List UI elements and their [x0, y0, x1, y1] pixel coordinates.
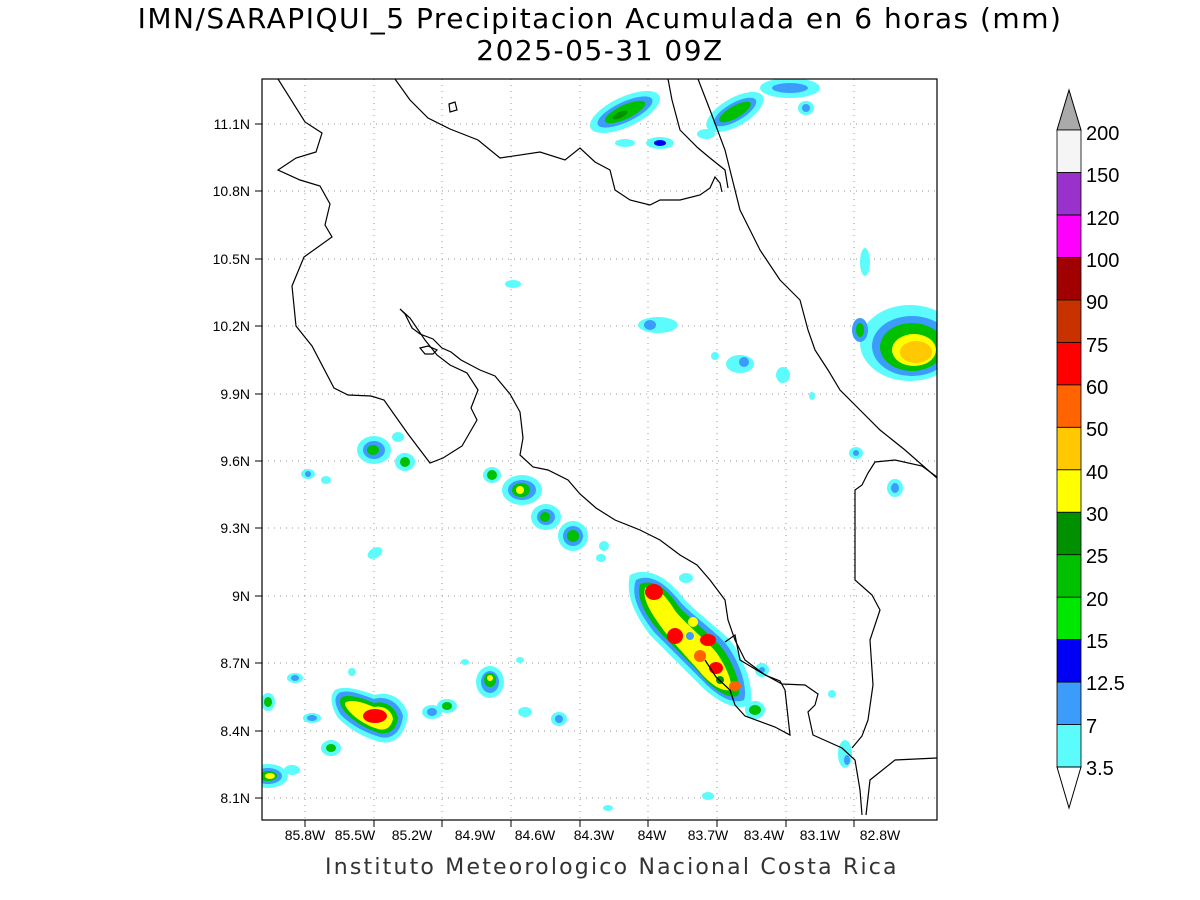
colorbar-segments [1056, 129, 1082, 768]
lat-tick-label: 10.5N [213, 251, 250, 267]
precip-cell-nicoya [301, 432, 415, 559]
colorbar-label: 12.5 [1086, 673, 1125, 695]
precip-cell-osa [628, 571, 836, 719]
lon-tick-label: 82.8W [860, 827, 901, 843]
lon-tick-label: 83.1W [800, 827, 841, 843]
colorbar-label: 200 [1086, 123, 1119, 145]
colorbar-segment [1056, 639, 1082, 683]
lat-tick-label: 9.3N [220, 520, 250, 536]
lat-tick-label: 10.2N [213, 318, 250, 334]
lat-tick-label: 8.7N [220, 655, 250, 671]
colorbar-top-arrow [1056, 88, 1082, 131]
colorbar-segment [1056, 724, 1082, 768]
coastlines [276, 79, 937, 816]
lon-tick-label: 85.5W [335, 827, 376, 843]
colorbar-segment [1056, 129, 1082, 173]
colorbar-label: 50 [1086, 419, 1108, 441]
colorbar-segment [1056, 426, 1082, 471]
colorbar-segment [1056, 341, 1082, 386]
colorbar-segment [1056, 596, 1082, 641]
colorbar-label: 90 [1086, 292, 1108, 314]
precipitation-fields [262, 79, 937, 811]
colorbar-segment [1056, 172, 1082, 216]
lon-tick-label: 83.4W [744, 827, 785, 843]
colorbar-segment [1056, 469, 1082, 513]
colorbar-segment [1056, 299, 1082, 343]
lon-tick-label: 84.6W [515, 827, 556, 843]
lon-tick-label: 84.3W [574, 827, 615, 843]
colorbar-label: 75 [1086, 335, 1108, 357]
colorbar-label: 15 [1086, 631, 1108, 653]
map-timestamp: 2025-05-31 09Z [476, 34, 724, 67]
colorbar-label: 40 [1086, 462, 1108, 484]
lat-tick-label: 10.8N [213, 183, 250, 199]
footer-credit: Instituto Meteorologico Nacional Costa R… [325, 855, 899, 880]
colorbar-label: 7 [1086, 716, 1097, 738]
lat-tick-label: 11.1N [214, 116, 250, 132]
lon-tick-label: 84.9W [455, 827, 496, 843]
precip-cell-east [849, 248, 937, 497]
lat-tick-label: 9.6N [220, 453, 250, 469]
lon-tick-label: 85.2W [392, 827, 433, 843]
lat-tick-label: 8.1N [220, 790, 250, 806]
colorbar-label: 60 [1086, 377, 1108, 399]
colorbar-label: 3.5 [1086, 758, 1114, 780]
lon-tick-label: 85.8W [285, 827, 326, 843]
colorbar-label: 100 [1086, 250, 1119, 272]
colorbar-segment [1056, 554, 1082, 598]
latitude-ticks: 11.1N 10.8N 10.5N 10.2N 9.9N 9.6N 9.3N 9… [213, 116, 262, 806]
colorbar-label: 150 [1086, 165, 1119, 187]
colorbar-label: 120 [1086, 208, 1119, 230]
lat-tick-label: 9N [232, 588, 250, 604]
precip-cell-pacific [483, 467, 609, 562]
colorbar-segment [1056, 511, 1082, 556]
precip-cell-north [589, 79, 820, 149]
colorbar-bottom-arrow [1056, 766, 1082, 810]
colorbar-segment [1056, 256, 1082, 301]
map-frame [261, 78, 938, 821]
precip-cell-central [505, 280, 815, 400]
colorbar-label: 25 [1086, 546, 1108, 568]
lat-tick-label: 8.4N [220, 723, 250, 739]
colorbar: 200 150 120 100 90 75 60 50 40 30 25 20 … [1056, 88, 1125, 810]
longitude-ticks: 85.8W 85.5W 85.2W 84.9W 84.6W 84.3W 84W … [285, 820, 901, 843]
colorbar-segment [1056, 214, 1082, 258]
colorbar-segment [1056, 681, 1082, 725]
colorbar-segment [1056, 384, 1082, 428]
colorbar-label: 30 [1086, 504, 1108, 526]
lat-tick-label: 9.9N [220, 386, 250, 402]
lon-tick-label: 83.7W [688, 827, 729, 843]
precip-cell-southwest [262, 657, 852, 811]
map-title: IMN/SARAPIQUI_5 Precipitacion Acumulada … [137, 2, 1063, 35]
colorbar-label: 20 [1086, 589, 1108, 611]
lon-tick-label: 84W [638, 827, 668, 843]
